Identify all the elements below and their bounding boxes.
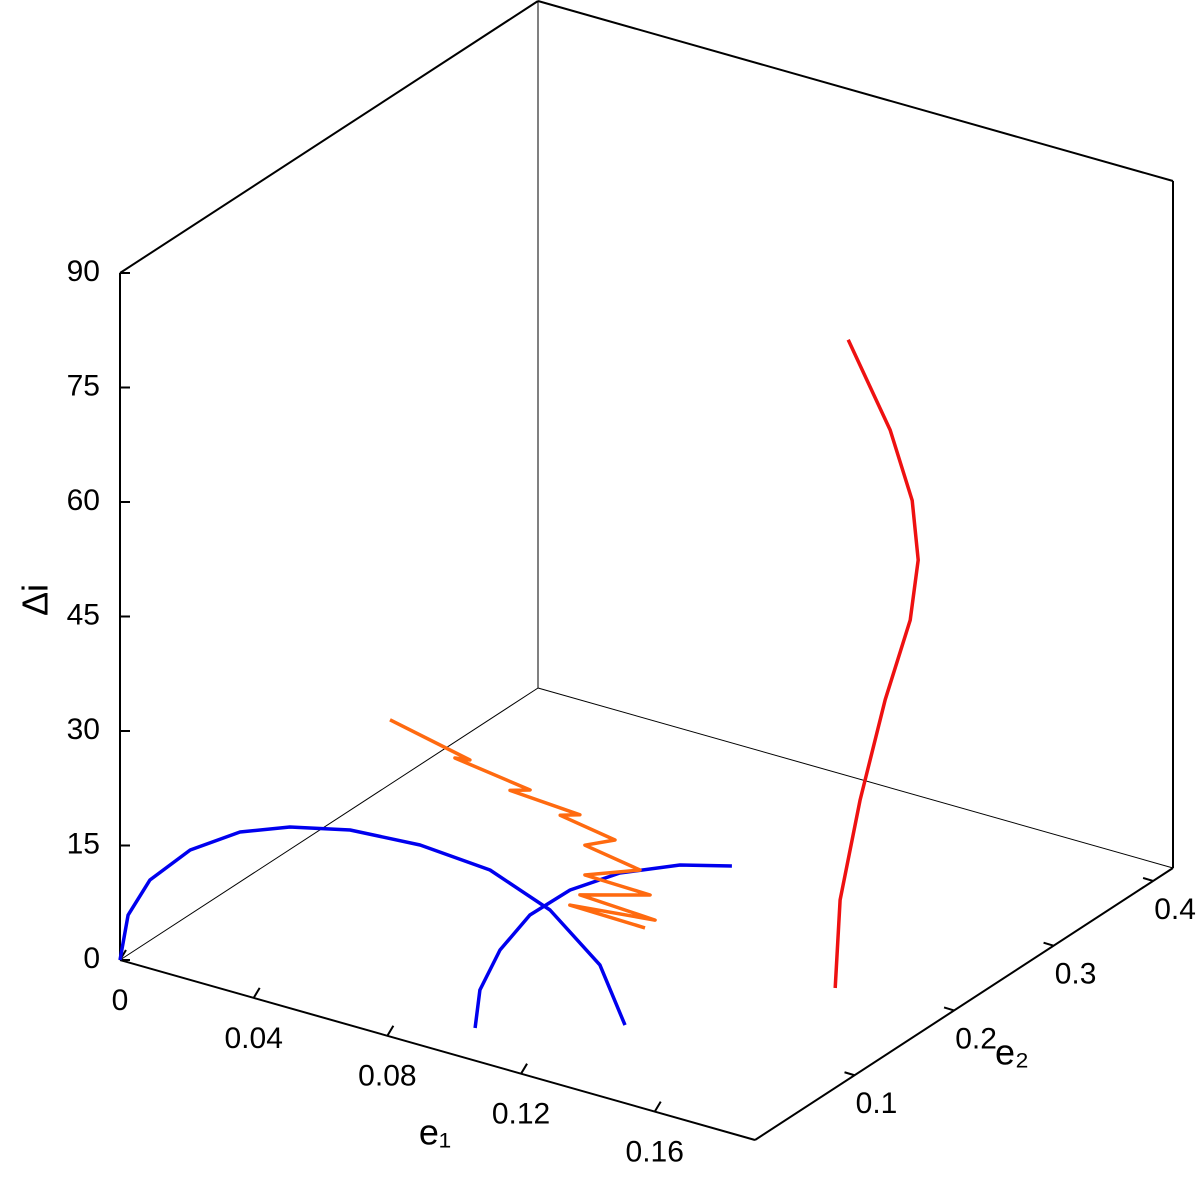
y-tick-label: 0.4: [1154, 893, 1196, 926]
y-tick: [844, 1071, 855, 1077]
back-edge: [537, 687, 1174, 869]
x-tick: [520, 1063, 528, 1075]
z-tick-label: 90: [67, 255, 100, 288]
y-axis-title: e₂: [995, 1032, 1029, 1073]
y-tick: [1043, 941, 1054, 947]
y-tick: [1142, 876, 1154, 882]
z-tick-label: 0: [83, 942, 100, 975]
y-tick: [943, 1006, 955, 1012]
data-line: [833, 339, 920, 989]
x-tick: [653, 1101, 662, 1113]
data-line: [389, 718, 657, 930]
x-tick-label: 0.08: [358, 1060, 416, 1093]
box-edge: [537, 0, 1174, 182]
x-tick: [386, 1025, 395, 1037]
y-tick-label: 0.3: [1055, 958, 1097, 991]
z-tick-label: 60: [67, 484, 100, 517]
x-axis: [119, 959, 756, 1141]
z-tick-label: 45: [67, 598, 100, 631]
y-tick-label: 0.2: [955, 1022, 997, 1055]
x-axis-title: e₁: [419, 1112, 451, 1153]
data-line: [118, 825, 627, 1026]
z-tick-label: 15: [67, 827, 100, 860]
x-tick: [252, 987, 261, 999]
y-tick-label: 0.1: [856, 1087, 898, 1120]
x-tick-label: 0.12: [492, 1098, 550, 1131]
x-tick-label: 0: [112, 984, 129, 1017]
z-tick-label: 30: [67, 713, 100, 746]
box-edge: [119, 0, 539, 274]
z-tick-label: 75: [67, 369, 100, 402]
y-axis: [754, 867, 1174, 1141]
x-tick-label: 0.04: [224, 1022, 282, 1055]
z-axis-title: Δi: [15, 584, 56, 616]
data-line: [473, 863, 732, 1029]
back-edge: [119, 687, 539, 961]
x-tick-label: 0.16: [626, 1136, 684, 1169]
